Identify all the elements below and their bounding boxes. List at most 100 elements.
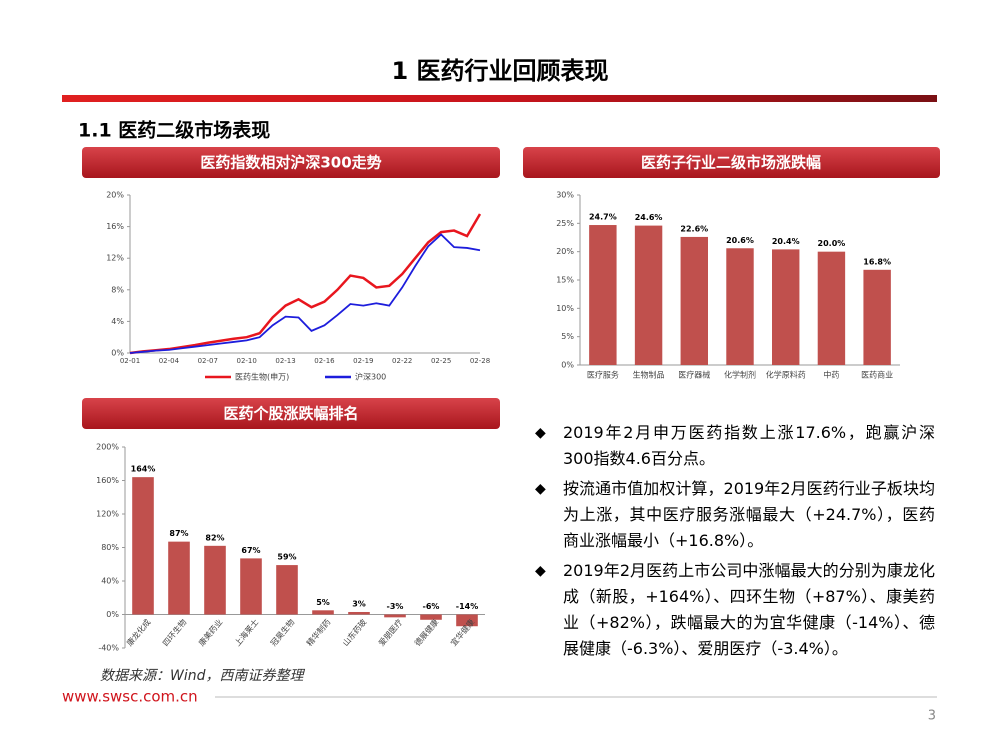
- footer-url: www.swsc.com.cn: [62, 688, 198, 706]
- value-label: -6%: [423, 602, 440, 611]
- bar: [680, 236, 708, 365]
- source-note: 数据来源：Wind，西南证券整理: [100, 668, 305, 684]
- bar: [817, 251, 846, 365]
- x-tick-label: 四环生物: [160, 617, 188, 648]
- value-label: 5%: [316, 598, 330, 607]
- legend-label: 沪深300: [355, 372, 386, 382]
- y-tick-label: 20%: [556, 247, 574, 256]
- x-tick-label: 02-13: [275, 357, 295, 365]
- panel-header: [523, 147, 940, 178]
- x-tick-label: 02-16: [314, 357, 335, 365]
- y-tick-label: 30%: [556, 191, 574, 200]
- bar: [240, 558, 262, 615]
- y-tick-label: 160%: [96, 476, 119, 485]
- x-tick-label: 德展健康: [412, 617, 440, 648]
- x-tick-label: 化学制剂: [724, 370, 756, 380]
- panel-title: 医药子行业二级市场涨跌幅: [641, 154, 821, 172]
- y-tick-label: 0%: [561, 361, 574, 370]
- x-tick-label: 医疗服务: [587, 370, 619, 380]
- bar: [168, 541, 190, 615]
- value-label: -3%: [387, 602, 404, 611]
- x-tick-label: 02-19: [353, 357, 373, 365]
- line-series: [129, 213, 482, 355]
- value-label: 20.6%: [726, 236, 754, 245]
- x-tick-label: 上海莱士: [232, 617, 260, 648]
- bullet-text: 2019年2月申万医药指数上涨17.6%，跑赢沪深300指数4.6百分点。: [563, 423, 935, 468]
- x-tick-label: 山东药玻: [340, 617, 368, 648]
- bullet-text: 按流通市值加权计算，2019年2月医药行业子板块均为上涨，其中医疗服务涨幅最大（…: [563, 479, 935, 550]
- value-label: 3%: [352, 599, 366, 608]
- x-tick-label: 生物制品: [633, 370, 665, 380]
- y-tick-label: 40%: [101, 577, 119, 586]
- y-tick-label: 80%: [101, 543, 119, 552]
- bar: [589, 225, 617, 365]
- y-tick-label: -40%: [98, 644, 119, 653]
- bar: [204, 545, 226, 615]
- value-label: 164%: [131, 465, 156, 474]
- bullet-icon: ◆: [535, 563, 546, 579]
- y-tick-label: 25%: [556, 219, 574, 228]
- y-tick-label: 15%: [556, 276, 574, 285]
- y-tick-label: 0%: [111, 349, 124, 358]
- legend-label: 医药生物(申万): [235, 372, 289, 382]
- y-tick-label: 10%: [556, 304, 574, 313]
- bar: [384, 614, 406, 618]
- value-label: 24.6%: [635, 213, 663, 222]
- panel-header: [82, 147, 500, 178]
- bar: [772, 249, 800, 365]
- value-label: 87%: [169, 529, 188, 538]
- y-tick-label: 12%: [106, 254, 124, 263]
- title-rule: [62, 95, 937, 102]
- panel-title: 医药个股涨跌幅排名: [223, 405, 358, 423]
- bar: [132, 477, 154, 615]
- bar: [726, 248, 754, 365]
- bar: [420, 614, 442, 620]
- x-tick-label: 02-22: [392, 357, 412, 365]
- bar: [634, 225, 663, 365]
- value-label: 67%: [241, 546, 260, 555]
- y-tick-label: 8%: [111, 285, 124, 294]
- x-tick-label: 精华制药: [304, 617, 332, 648]
- value-label: 59%: [277, 553, 296, 562]
- line-series: [129, 233, 481, 354]
- bar: [863, 269, 891, 365]
- x-tick-label: 02-25: [431, 357, 451, 365]
- value-label: 82%: [205, 533, 224, 542]
- x-tick-label: 医药商业: [861, 370, 893, 380]
- value-label: 16.8%: [863, 257, 891, 266]
- x-tick-label: 康美药业: [196, 617, 224, 648]
- y-tick-label: 0%: [106, 610, 119, 619]
- x-tick-label: 冠昊生物: [268, 617, 296, 648]
- x-tick-label: 中药: [823, 370, 839, 380]
- x-tick-label: 医疗器械: [678, 370, 710, 380]
- bar: [348, 611, 370, 615]
- y-tick-label: 5%: [561, 332, 574, 341]
- x-tick-label: 02-04: [159, 357, 180, 365]
- value-label: 20.0%: [818, 239, 846, 248]
- bar: [312, 610, 334, 615]
- bullet-text: 2019年2月医药上市公司中涨幅最大的分别为康龙化成（新股，+164%）、四环生…: [563, 561, 935, 658]
- x-tick-label: 02-01: [120, 357, 140, 365]
- panel-header: [82, 398, 500, 429]
- section-title: 1.1 医药二级市场表现: [78, 119, 270, 142]
- x-tick-label: 02-10: [236, 357, 256, 365]
- value-label: 20.4%: [772, 237, 800, 246]
- y-tick-label: 16%: [106, 222, 124, 231]
- bar: [276, 565, 298, 615]
- panel-title: 医药指数相对沪深300走势: [200, 154, 381, 172]
- bar: [456, 614, 478, 627]
- y-tick-label: 4%: [111, 317, 124, 326]
- y-tick-label: 120%: [96, 510, 119, 519]
- x-tick-label: 02-07: [198, 357, 218, 365]
- value-label: 22.6%: [680, 224, 708, 233]
- y-tick-label: 20%: [106, 191, 124, 200]
- slide-title: 1 医药行业回顾表现: [391, 57, 608, 85]
- x-tick-label: 化学原料药: [766, 370, 806, 380]
- bullet-icon: ◆: [535, 481, 546, 497]
- value-label: 24.7%: [589, 213, 617, 222]
- page-number: 3: [928, 709, 936, 724]
- y-tick-label: 200%: [96, 443, 119, 452]
- value-label: -14%: [456, 602, 478, 611]
